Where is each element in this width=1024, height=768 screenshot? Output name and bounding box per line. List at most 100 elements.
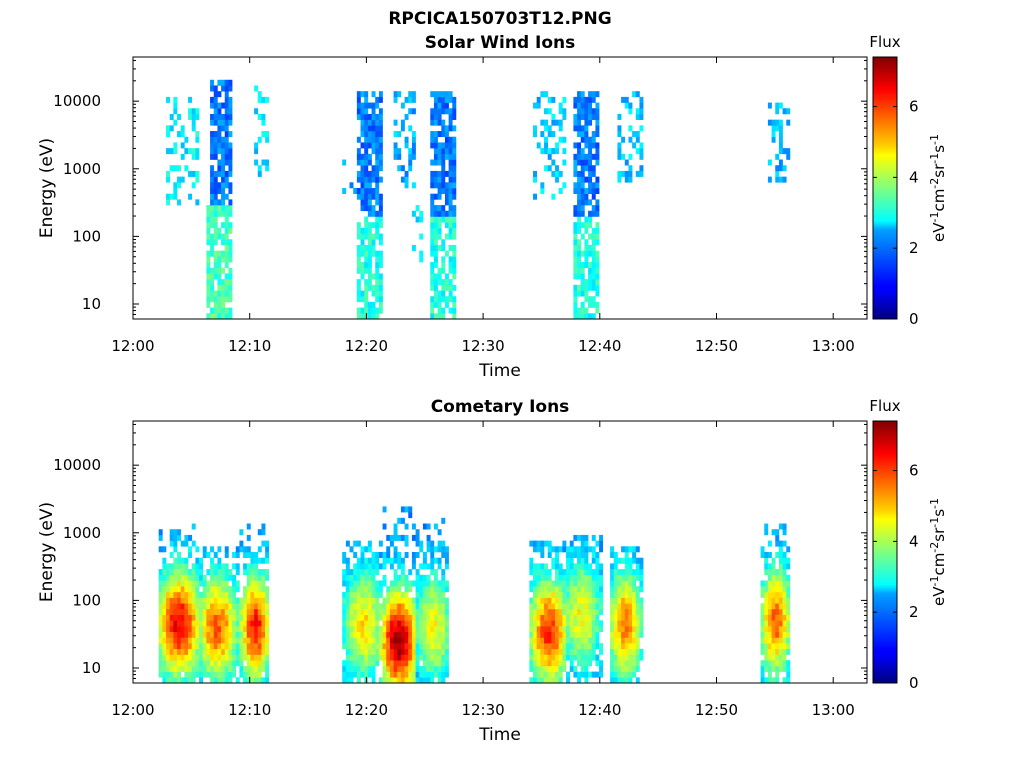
heatmap-cell (430, 108, 435, 115)
heatmap-cell (573, 626, 578, 633)
heatmap-cell (400, 574, 405, 581)
heatmap-cell (580, 96, 585, 103)
heatmap-cell (202, 660, 207, 667)
heatmap-cell (158, 591, 163, 598)
heatmap-cell (544, 108, 549, 115)
heatmap-cell (437, 290, 442, 297)
heatmap-cell (775, 580, 780, 587)
heatmap-cell (452, 244, 457, 251)
heatmap-cell (367, 603, 372, 610)
heatmap-cell (224, 654, 229, 661)
heatmap-cell (243, 586, 248, 593)
heatmap-cell (635, 660, 640, 667)
heatmap-cell (555, 165, 560, 172)
heatmap-cell (177, 199, 182, 206)
heatmap-cell (404, 643, 409, 650)
heatmap-cell (371, 603, 376, 610)
heatmap-cell (169, 665, 174, 672)
heatmap-cell (610, 677, 615, 684)
heatmap-cell (437, 148, 442, 155)
heatmap-cell (580, 125, 585, 132)
heatmap-cell (261, 569, 266, 576)
heatmap-cell (202, 574, 207, 581)
heatmap-cell (591, 608, 596, 615)
heatmap-cell (408, 603, 413, 610)
heatmap-cell (246, 671, 251, 678)
heatmap-cell (342, 631, 347, 638)
heatmap-cell (378, 637, 383, 644)
heatmap-cell (408, 91, 413, 98)
heatmap-cell (540, 188, 545, 194)
heatmap-cell (261, 597, 266, 604)
heatmap-cell (452, 307, 457, 314)
heatmap-cell (353, 654, 358, 661)
heatmap-cell (173, 671, 178, 678)
heatmap-cell (444, 216, 449, 223)
heatmap-cell (580, 170, 585, 177)
heatmap-cell (540, 643, 545, 650)
heatmap-cell (580, 648, 585, 655)
heatmap-cell (771, 637, 776, 644)
heatmap-cell (584, 603, 589, 610)
colorbar-tick-label: 2 (909, 239, 919, 257)
heatmap-cell (562, 569, 567, 576)
heatmap-cell (573, 239, 578, 246)
heatmap-cell (566, 591, 571, 598)
heatmap-cell (437, 267, 442, 274)
heatmap-cell (610, 569, 615, 576)
heatmap-cell (243, 620, 248, 627)
heatmap-cell (547, 574, 552, 581)
heatmap-cell (573, 671, 578, 678)
heatmap-cell (533, 597, 537, 604)
heatmap-cell (353, 591, 358, 598)
heatmap-cell (228, 79, 233, 86)
heatmap-cell (536, 597, 541, 604)
heatmap-cell (356, 665, 361, 672)
heatmap-cell (628, 563, 633, 570)
heatmap-cell (217, 603, 222, 610)
heatmap-cell (411, 557, 416, 564)
heatmap-cell (184, 631, 189, 638)
heatmap-cell (433, 296, 438, 303)
heatmap-cell (210, 660, 215, 667)
heatmap-cell (448, 296, 453, 303)
heatmap-cell (217, 648, 222, 655)
heatmap-cell (371, 113, 376, 120)
heatmap-cell (199, 608, 204, 615)
heatmap-cell (441, 631, 446, 638)
heatmap-cell (408, 153, 413, 160)
heatmap-cell (411, 597, 416, 604)
heatmap-cell (364, 546, 369, 553)
heatmap-cell (367, 279, 372, 286)
heatmap-cell (529, 626, 534, 633)
heatmap-cell (180, 580, 185, 587)
heatmap-cell (349, 608, 354, 615)
heatmap-cell (433, 136, 438, 143)
heatmap-cell (555, 142, 560, 149)
heatmap-cell (232, 597, 237, 604)
heatmap-cell (367, 637, 372, 644)
heatmap-cell (635, 557, 640, 564)
heatmap-cell (162, 643, 167, 650)
heatmap-cell (639, 142, 644, 149)
heatmap-cell (437, 142, 442, 149)
heatmap-cell (261, 648, 266, 655)
heatmap-cell (397, 552, 402, 558)
heatmap-cell (536, 102, 541, 109)
heatmap-cell (173, 142, 178, 149)
heatmap-cell (591, 296, 596, 303)
heatmap-cell (577, 643, 582, 650)
heatmap-cell (558, 671, 563, 678)
heatmap-cell (786, 643, 791, 650)
heatmap-cell (569, 626, 574, 633)
colorbar-title: Flux (869, 397, 900, 415)
heatmap-cell (422, 523, 427, 530)
heatmap-cell (547, 597, 552, 604)
heatmap-cell (213, 631, 218, 638)
heatmap-cell (591, 301, 596, 308)
heatmap-cell (632, 591, 637, 598)
heatmap-cell (393, 580, 398, 587)
heatmap-cell (588, 96, 593, 103)
